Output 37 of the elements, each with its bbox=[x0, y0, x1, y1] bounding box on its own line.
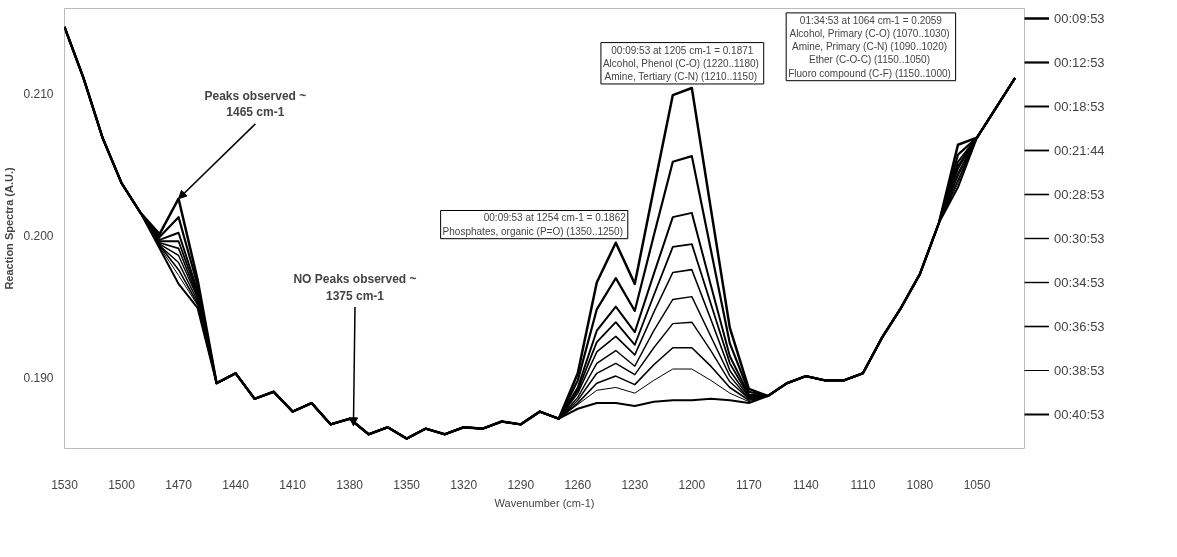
x-axis-title: Wavenumber (cm-1) bbox=[494, 496, 595, 509]
x-tick-label: 1470 bbox=[165, 477, 193, 492]
legend-label: 00:34:53 bbox=[1054, 274, 1105, 290]
x-tick-label: 1290 bbox=[507, 477, 535, 492]
x-tick-label: 1080 bbox=[906, 477, 934, 492]
legend-label: 00:21:44 bbox=[1054, 142, 1105, 158]
x-tick-label: 1260 bbox=[564, 477, 592, 492]
x-tick-label: 1350 bbox=[393, 477, 421, 492]
x-tick-label: 1110 bbox=[850, 477, 876, 492]
x-tick-label: 1200 bbox=[678, 477, 706, 492]
legend-label: 00:38:53 bbox=[1054, 362, 1105, 378]
y-tick-label: 0.190 bbox=[23, 371, 54, 386]
x-tick-label: 1380 bbox=[336, 477, 364, 492]
x-tick-label: 1140 bbox=[792, 477, 820, 492]
annotation: NO Peaks observed ~ 1375 cm-1 bbox=[293, 271, 417, 303]
legend-label: 00:09:53 bbox=[1054, 10, 1105, 26]
x-tick-label: 1440 bbox=[222, 477, 250, 492]
annotation: 00:09:53 at 1205 cm-1 = 0.1871 Alcohol, Phenol (C-O) (1220..1180) Amine, Tertiary (C-N) (1210..1150) bbox=[602, 44, 759, 82]
x-tick-label: 1230 bbox=[621, 477, 649, 492]
x-tick-label: 1410 bbox=[279, 477, 307, 492]
x-tick-label: 1530 bbox=[51, 477, 79, 492]
annotation: Peaks observed ~ 1465 cm-1 bbox=[204, 88, 307, 120]
x-tick-label: 1050 bbox=[963, 477, 991, 492]
x-tick-label: 1320 bbox=[450, 477, 478, 492]
legend-label: 00:30:53 bbox=[1054, 230, 1105, 246]
annotation: 01:34:53 at 1064 cm-1 = 0.2059 Alcohol, Primary (C-O) (1070..1030) Amine, Primary (C-N) (1090..1020) Ether (C-O-C) (1150..1050) Fluoro compound (C-F) (1150..1000) bbox=[788, 14, 951, 79]
legend-label: 00:12:53 bbox=[1054, 54, 1105, 70]
y-axis-title: Reaction Spectra (A.U.) bbox=[3, 167, 16, 290]
x-tick-label: 1170 bbox=[735, 477, 763, 492]
y-tick-label: 0.210 bbox=[23, 87, 54, 102]
legend-label: 00:28:53 bbox=[1054, 186, 1105, 202]
legend-label: 00:40:53 bbox=[1054, 406, 1105, 422]
legend-label: 00:18:53 bbox=[1054, 98, 1105, 114]
annotation: 00:09:53 at 1254 cm-1 = 0.1862 Phosphates, organic (P=O) (1350..1250) bbox=[442, 212, 627, 237]
legend-label: 00:36:53 bbox=[1054, 318, 1105, 334]
x-tick-label: 1500 bbox=[108, 477, 136, 492]
y-tick-label: 0.200 bbox=[23, 229, 54, 244]
